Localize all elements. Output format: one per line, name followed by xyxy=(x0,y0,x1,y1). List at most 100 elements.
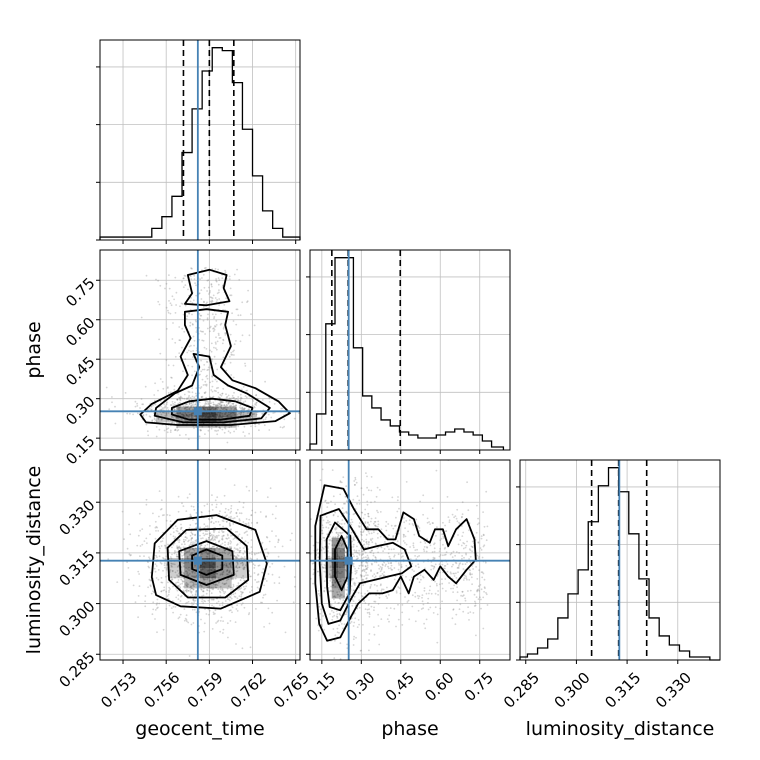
sample-point xyxy=(476,523,479,526)
sample-point xyxy=(194,564,197,567)
sample-point xyxy=(236,561,239,564)
sample-point xyxy=(216,406,219,409)
sample-point xyxy=(105,386,108,389)
sample-point xyxy=(411,605,414,608)
sample-point xyxy=(182,546,185,549)
sample-point xyxy=(361,578,364,581)
sample-point xyxy=(321,532,324,535)
sample-point xyxy=(248,489,251,492)
sample-point xyxy=(236,563,239,566)
sample-point xyxy=(204,550,207,553)
sample-point xyxy=(375,561,378,564)
sample-point xyxy=(456,599,458,602)
sample-point xyxy=(322,566,325,569)
sample-point xyxy=(172,605,175,608)
sample-point xyxy=(471,546,474,548)
sample-point xyxy=(417,566,420,569)
sample-point xyxy=(393,525,396,527)
sample-point xyxy=(209,381,212,384)
sample-point xyxy=(447,516,450,518)
sample-point xyxy=(217,405,219,407)
sample-point xyxy=(324,587,326,589)
sample-point xyxy=(237,549,239,552)
sample-point xyxy=(257,552,260,554)
sample-point xyxy=(168,586,171,589)
sample-point xyxy=(156,602,159,605)
sample-point xyxy=(153,567,156,570)
sample-point xyxy=(404,527,406,529)
sample-point xyxy=(486,604,489,606)
sample-point xyxy=(317,624,319,627)
sample-point xyxy=(186,568,189,570)
sample-point xyxy=(321,529,323,532)
sample-point xyxy=(207,279,210,282)
sample-point xyxy=(194,576,197,579)
sample-point xyxy=(462,542,465,544)
sample-point xyxy=(377,537,379,539)
sample-point xyxy=(161,418,163,421)
sample-point xyxy=(358,549,360,552)
sample-point xyxy=(274,517,277,520)
sample-point xyxy=(319,594,321,597)
sample-point xyxy=(229,586,232,589)
x-axis-label-geocent-time: geocent_time xyxy=(135,718,264,740)
sample-point xyxy=(151,420,154,422)
sample-point xyxy=(177,510,180,513)
sample-point xyxy=(345,551,347,554)
density-cell xyxy=(200,578,216,589)
sample-point xyxy=(475,596,478,598)
sample-point xyxy=(165,567,168,569)
sample-point xyxy=(433,542,436,545)
sample-point xyxy=(208,536,210,539)
sample-point xyxy=(364,521,367,523)
contour-level xyxy=(178,540,235,586)
sample-point xyxy=(191,313,193,316)
sample-point xyxy=(464,546,467,549)
sample-point xyxy=(368,608,370,610)
sample-point xyxy=(239,399,242,402)
sample-point xyxy=(227,401,230,404)
sample-point xyxy=(430,592,433,595)
sample-point xyxy=(329,576,332,579)
sample-point xyxy=(339,580,342,583)
sample-point xyxy=(202,532,205,535)
sample-point xyxy=(217,407,219,409)
sample-point xyxy=(401,611,404,614)
sample-point xyxy=(183,330,186,333)
sample-point xyxy=(213,548,216,551)
sample-point xyxy=(367,526,369,529)
sample-point xyxy=(445,551,448,553)
sample-point xyxy=(228,552,231,554)
sample-point xyxy=(318,593,320,595)
sample-point xyxy=(358,623,360,626)
sample-point xyxy=(415,558,418,560)
sample-point xyxy=(140,398,143,400)
y-axis-label-phase: phase xyxy=(23,321,45,378)
sample-point xyxy=(364,608,367,610)
sample-point xyxy=(386,545,389,548)
sample-point xyxy=(230,528,232,531)
sample-point xyxy=(339,550,342,552)
sample-point xyxy=(207,425,210,428)
sample-point xyxy=(336,617,339,619)
sample-point xyxy=(226,441,229,444)
sample-point xyxy=(403,517,405,519)
sample-point xyxy=(199,429,202,432)
sample-point xyxy=(331,544,334,546)
sample-point xyxy=(214,268,217,270)
sample-point xyxy=(164,287,166,290)
sample-point xyxy=(245,523,248,525)
sample-point xyxy=(251,413,254,416)
sample-point xyxy=(189,581,192,583)
density-cell xyxy=(184,568,200,579)
sample-point xyxy=(181,582,184,585)
sample-point xyxy=(365,568,367,570)
sample-point xyxy=(145,413,148,416)
sample-point xyxy=(220,401,222,403)
sample-point xyxy=(223,304,226,306)
sample-point xyxy=(329,589,332,592)
sample-point xyxy=(139,529,142,532)
sample-point xyxy=(277,541,279,544)
sample-point xyxy=(218,298,221,300)
sample-point xyxy=(458,608,461,611)
